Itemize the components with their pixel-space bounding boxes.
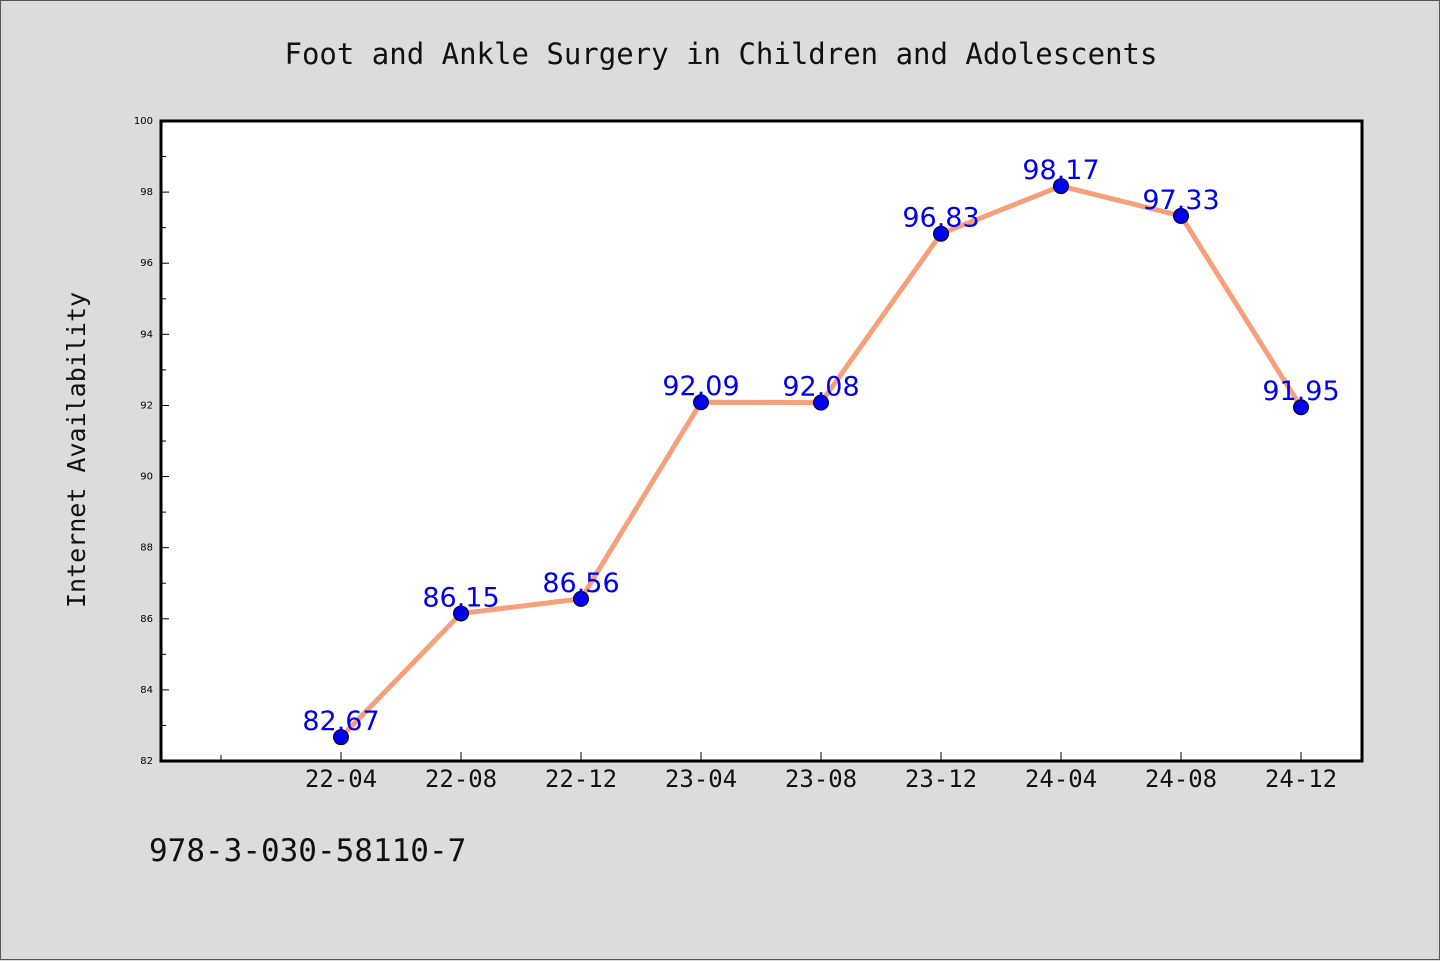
- data-label: 86.15: [422, 582, 499, 613]
- data-label: 92.09: [662, 371, 739, 402]
- y-axis: 82 84 86 88 90 92 94 96 98 100: [134, 116, 169, 767]
- x-tick-label: 24-04: [1025, 765, 1097, 793]
- data-label: 97.33: [1142, 185, 1219, 216]
- data-point-marker: [813, 394, 829, 411]
- y-tick-label: 84: [140, 685, 153, 696]
- data-label: 98.17: [1022, 155, 1099, 186]
- x-tick-label: 23-12: [905, 765, 977, 793]
- x-tick-label: 23-08: [785, 765, 857, 793]
- data-label: 96.83: [902, 203, 979, 234]
- y-tick-label: 82: [140, 756, 153, 767]
- y-tick-label: 100: [134, 116, 153, 127]
- data-label: 92.08: [782, 372, 859, 403]
- x-tick-label: 22-08: [425, 765, 497, 793]
- data-point-marker: [333, 729, 349, 746]
- y-tick-label: 90: [140, 472, 153, 483]
- plot-area: [159, 119, 1364, 763]
- x-axis: 22-04 22-08 22-12 23-04 23-08 23-12 24-04 24-08…: [220, 752, 1337, 793]
- y-tick-label: 92: [140, 400, 153, 411]
- y-tick-label: 88: [140, 543, 153, 554]
- data-point-marker: [1293, 399, 1309, 416]
- x-tick-label: 22-04: [305, 765, 377, 793]
- data-label: 86.56: [542, 568, 619, 599]
- y-axis-label: Internet Availability: [62, 292, 91, 608]
- data-point-marker: [693, 394, 709, 411]
- x-tick-label: 24-12: [1265, 765, 1337, 793]
- x-tick-label: 23-04: [665, 765, 737, 793]
- data-label: 91.95: [1262, 376, 1339, 407]
- y-tick-label: 86: [140, 614, 153, 625]
- footer-code: 978-3-030-58110-7: [149, 833, 467, 869]
- data-label: 82.67: [302, 706, 379, 737]
- y-tick-label: 98: [140, 187, 153, 198]
- x-tick-label: 24-08: [1145, 765, 1217, 793]
- y-tick-label: 94: [140, 329, 153, 340]
- series-group: 82.67 86.15 86.56 92.09 92.08 96.83 98.17 97.33…: [302, 155, 1340, 746]
- data-point-marker: [573, 590, 589, 607]
- y-tick-label: 96: [140, 258, 153, 269]
- chart-title: Foot and Ankle Surgery in Children and A…: [285, 37, 1158, 71]
- data-point-marker: [933, 225, 949, 242]
- data-point-marker: [1173, 207, 1189, 224]
- data-point-marker: [1053, 178, 1069, 195]
- x-tick-label: 22-12: [545, 765, 617, 793]
- data-point-marker: [453, 605, 469, 622]
